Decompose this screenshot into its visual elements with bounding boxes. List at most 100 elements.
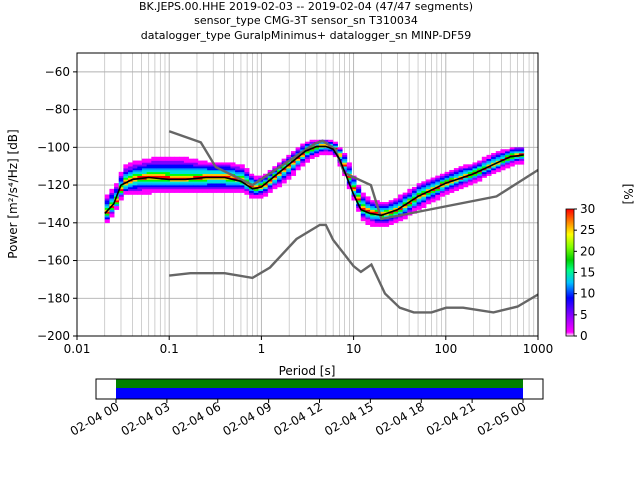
histogram-cell xyxy=(486,168,492,171)
histogram-cell xyxy=(183,175,189,178)
histogram-cell xyxy=(197,188,203,192)
histogram-cell xyxy=(128,168,134,171)
histogram-cell xyxy=(118,171,124,175)
histogram-cell xyxy=(425,185,432,188)
histogram-cell xyxy=(453,169,459,173)
histogram-cell xyxy=(402,217,408,220)
histogram-cell xyxy=(174,185,180,188)
histogram-cell xyxy=(165,188,171,192)
histogram-cell xyxy=(370,224,376,227)
timeline-tick-label: 02-05 00 xyxy=(475,399,529,438)
histogram-cell xyxy=(458,173,464,176)
histogram-cell xyxy=(174,183,180,186)
histogram-cell xyxy=(514,158,520,161)
histogram-cell xyxy=(370,219,376,222)
histogram-cell xyxy=(165,158,171,161)
plot-frame xyxy=(76,52,539,337)
histogram-cell xyxy=(421,194,427,197)
histogram-cell xyxy=(388,222,394,225)
histogram-cell xyxy=(519,158,525,161)
histogram-cell xyxy=(286,169,292,173)
histogram-cell xyxy=(123,188,129,192)
histogram-cell xyxy=(332,145,338,148)
histogram-cell xyxy=(155,164,162,167)
histogram-cell xyxy=(384,207,390,210)
histogram-cell xyxy=(179,164,185,167)
histogram-cell xyxy=(179,179,185,182)
histogram-cell xyxy=(137,183,143,186)
histogram-cell xyxy=(411,202,418,205)
histogram-cell xyxy=(118,198,124,201)
histogram-cell xyxy=(300,156,306,159)
histogram-cell xyxy=(104,203,110,207)
histogram-cell xyxy=(137,173,143,176)
histogram-cell xyxy=(370,209,376,212)
histogram-cell xyxy=(132,173,138,176)
histogram-cell xyxy=(500,152,506,156)
timeline-tick-label: 02-04 18 xyxy=(373,399,427,438)
histogram-cell xyxy=(193,158,199,161)
histogram-cell xyxy=(114,200,120,203)
histogram-cell xyxy=(151,186,157,190)
histogram-cell xyxy=(221,171,227,175)
histogram-cell xyxy=(132,166,138,169)
histogram-cell xyxy=(449,181,455,184)
histogram-cell xyxy=(151,156,157,159)
histogram-cell xyxy=(449,183,455,186)
histogram-cell xyxy=(425,179,432,182)
histogram-cell xyxy=(137,162,143,165)
histogram-cell xyxy=(169,160,175,163)
histogram-cell xyxy=(346,186,352,190)
histogram-cell xyxy=(160,186,166,190)
histogram-cell xyxy=(402,194,408,197)
histogram-cell xyxy=(151,162,157,165)
histogram-cell xyxy=(281,158,287,161)
histogram-cell xyxy=(314,152,320,156)
histogram-cell xyxy=(439,194,445,197)
histogram-cell xyxy=(463,181,469,184)
histogram-cell xyxy=(276,162,283,165)
histogram-cell xyxy=(449,175,455,178)
histogram-cell xyxy=(174,160,180,163)
histogram-cell xyxy=(183,160,189,163)
histogram-cell xyxy=(379,205,385,209)
histogram-cell xyxy=(421,202,427,205)
histogram-cell xyxy=(211,171,217,175)
histogram-cell xyxy=(286,173,292,176)
histogram-cell xyxy=(360,213,366,216)
histogram-cell xyxy=(151,158,157,161)
histogram-cell xyxy=(253,192,259,195)
histogram-cell xyxy=(207,164,213,167)
histogram-cell xyxy=(202,175,208,178)
histogram-cell xyxy=(211,173,217,176)
histogram-cell xyxy=(374,219,380,222)
histogram-cell xyxy=(249,173,255,176)
histogram-cell xyxy=(491,162,497,165)
low-noise-model-line xyxy=(169,223,538,314)
histogram-cell xyxy=(197,179,203,182)
histogram-cell xyxy=(481,156,487,159)
histogram-cell xyxy=(151,164,157,167)
histogram-cell xyxy=(169,169,175,173)
histogram-cell xyxy=(207,186,213,190)
histogram-cell xyxy=(114,183,120,186)
histogram-cell xyxy=(151,168,157,171)
histogram-cell xyxy=(104,211,110,214)
histogram-cell xyxy=(495,154,501,158)
histogram-cell xyxy=(249,177,255,180)
histogram-cell xyxy=(137,186,143,190)
histogram-cell xyxy=(155,188,162,192)
histogram-cell xyxy=(188,179,194,182)
histogram-cell xyxy=(365,203,371,207)
histogram-cell xyxy=(514,162,520,165)
histogram-cell xyxy=(202,169,208,173)
histogram-cell xyxy=(491,164,497,167)
histogram-cell xyxy=(286,168,292,171)
histogram-cell xyxy=(495,162,501,165)
histogram-cell xyxy=(141,175,148,178)
histogram-cell xyxy=(416,188,422,192)
histogram-cell xyxy=(169,190,175,193)
histogram-cell xyxy=(435,188,441,192)
histogram-cell xyxy=(407,209,413,212)
histogram-cell xyxy=(472,173,478,176)
